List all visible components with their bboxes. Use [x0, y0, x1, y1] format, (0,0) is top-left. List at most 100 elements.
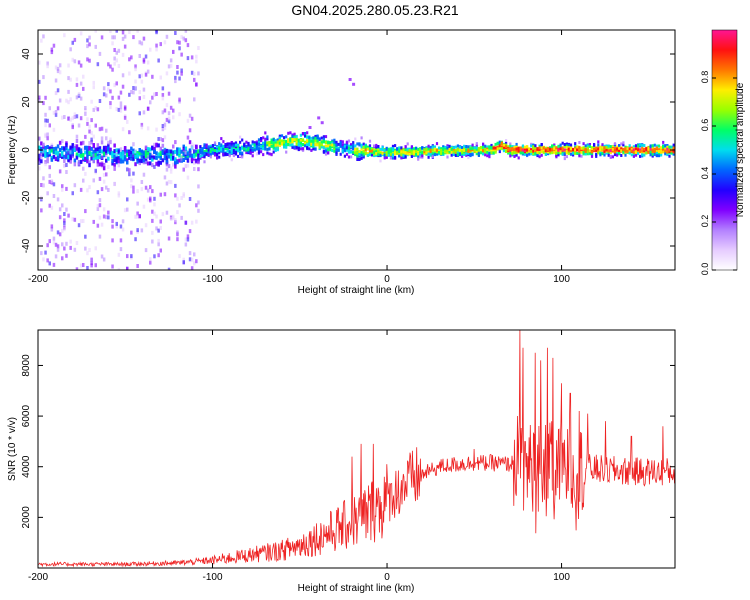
- spectrogram-cell: [161, 158, 165, 163]
- spectrogram-cell: [385, 147, 388, 151]
- spectrogram-cell: [486, 150, 489, 154]
- spectrogram-cell: [662, 145, 665, 149]
- spectrogram-cell: [136, 154, 139, 159]
- spectrogram-cell: [358, 150, 361, 154]
- spectrogram-cell: [354, 151, 357, 155]
- spectrogram-cell: [46, 156, 49, 161]
- spectrogram-cell: [92, 159, 95, 164]
- spectrogram-cell: [159, 149, 162, 154]
- spectrogram-cell: [119, 224, 123, 229]
- spectrogram-cell: [176, 147, 179, 152]
- spectrogram-cell: [542, 149, 545, 153]
- spectrogram-cell: [287, 140, 290, 143]
- spectrogram-cell: [297, 146, 300, 150]
- spectrogram-cell: [138, 111, 141, 116]
- spectrogram-cell: [142, 172, 146, 177]
- spectrogram-cell: [352, 143, 355, 147]
- spectrogram-cell: [100, 155, 104, 160]
- spectrogram-cell: [526, 153, 529, 157]
- spectrogram-cell: [102, 207, 106, 212]
- spectrogram-cell: [40, 183, 43, 187]
- spectrogram-cell: [157, 58, 160, 63]
- spectrogram-cell: [165, 181, 169, 186]
- spectrogram-cell: [178, 150, 181, 155]
- spectrogram-cell: [86, 159, 89, 164]
- spectrogram-cell: [569, 149, 573, 153]
- spectrogram-cell: [618, 146, 621, 150]
- spectrogram-cell: [498, 140, 501, 144]
- spectrogram-cell: [274, 141, 277, 145]
- spectrogram-x-tick-label: 0: [384, 274, 390, 285]
- spectrogram-cell: [193, 261, 196, 266]
- spectrogram-cell: [417, 147, 420, 151]
- spectrogram-cell: [230, 141, 233, 145]
- spectrogram-cell: [132, 171, 135, 176]
- spectrogram-cell: [65, 186, 68, 191]
- spectrogram-cell: [178, 112, 181, 117]
- spectrogram-cell: [151, 218, 154, 223]
- spectrogram-cell: [293, 138, 296, 142]
- spectrogram-cell: [67, 89, 70, 94]
- spectrogram-cell: [40, 159, 43, 164]
- spectrogram-cell: [94, 147, 97, 152]
- spectrogram-cell: [155, 161, 158, 166]
- spectrogram-cell: [310, 142, 313, 146]
- spectrogram-cell: [107, 156, 110, 161]
- spectrogram-cell: [603, 150, 606, 154]
- spectrogram-cell: [354, 137, 357, 141]
- spectrogram-cell: [335, 151, 338, 155]
- spectrogram-cell: [479, 151, 483, 155]
- spectrogram-cell: [130, 184, 133, 189]
- spectrogram-cell: [178, 254, 181, 259]
- spectrogram-cell: [142, 87, 146, 92]
- spectrogram-cell: [199, 155, 202, 158]
- spectrogram-cell: [146, 161, 150, 166]
- spectrogram-cell: [48, 150, 51, 155]
- spectrogram-cell: [48, 239, 51, 244]
- spectrogram-cell: [42, 142, 45, 147]
- spectrogram-cell: [664, 144, 667, 148]
- spectrogram-cell: [616, 145, 619, 149]
- spectrogram-cell: [96, 162, 100, 167]
- spectrogram-cell: [509, 154, 512, 158]
- spectrogram-cell: [130, 157, 133, 161]
- spectrogram-cell: [228, 154, 231, 158]
- spectrogram-cell: [641, 146, 644, 150]
- spectrogram-cell: [75, 144, 79, 149]
- spectrogram-cell: [151, 74, 154, 79]
- spectrogram-cell: [285, 142, 288, 146]
- spectrogram-cell: [607, 153, 610, 157]
- spectrogram-cell: [551, 151, 554, 155]
- spectrogram-cell: [61, 115, 64, 120]
- spectrogram-cell: [270, 152, 273, 156]
- spectrogram-cell: [115, 50, 118, 55]
- spectrogram-cell: [234, 150, 238, 154]
- spectrogram-cell: [576, 152, 579, 155]
- spectrogram-cell: [161, 149, 165, 154]
- spectrogram-cell: [431, 151, 434, 155]
- spectrogram-cell: [471, 153, 474, 157]
- spectrogram-cell: [107, 147, 110, 152]
- spectrogram-cell: [184, 242, 188, 247]
- spectrogram-cell: [182, 257, 185, 262]
- spectrogram-cell: [128, 151, 131, 155]
- spectrogram-cell: [559, 143, 562, 147]
- spectrogram-cell: [157, 162, 160, 167]
- spectrogram-cell: [475, 146, 478, 150]
- spectrogram-cell: [421, 146, 424, 150]
- spectrogram-cell: [266, 137, 269, 141]
- spectrogram-cell: [149, 147, 152, 152]
- spectrogram-cell: [195, 59, 198, 64]
- spectrogram-cell: [582, 142, 585, 146]
- spectrogram-cell: [255, 147, 258, 151]
- spectrogram-cell: [149, 161, 152, 166]
- spectrogram-cell: [151, 157, 154, 162]
- spectrogram-cell: [50, 205, 54, 210]
- spectrogram-cell: [161, 127, 165, 132]
- spectrogram-cell: [88, 141, 91, 146]
- spectrogram-cell: [142, 57, 146, 62]
- spectrogram-cell: [98, 127, 102, 132]
- spectrogram-cell: [65, 146, 68, 151]
- spectrogram-cell: [494, 146, 497, 150]
- spectrogram-cell: [153, 211, 156, 216]
